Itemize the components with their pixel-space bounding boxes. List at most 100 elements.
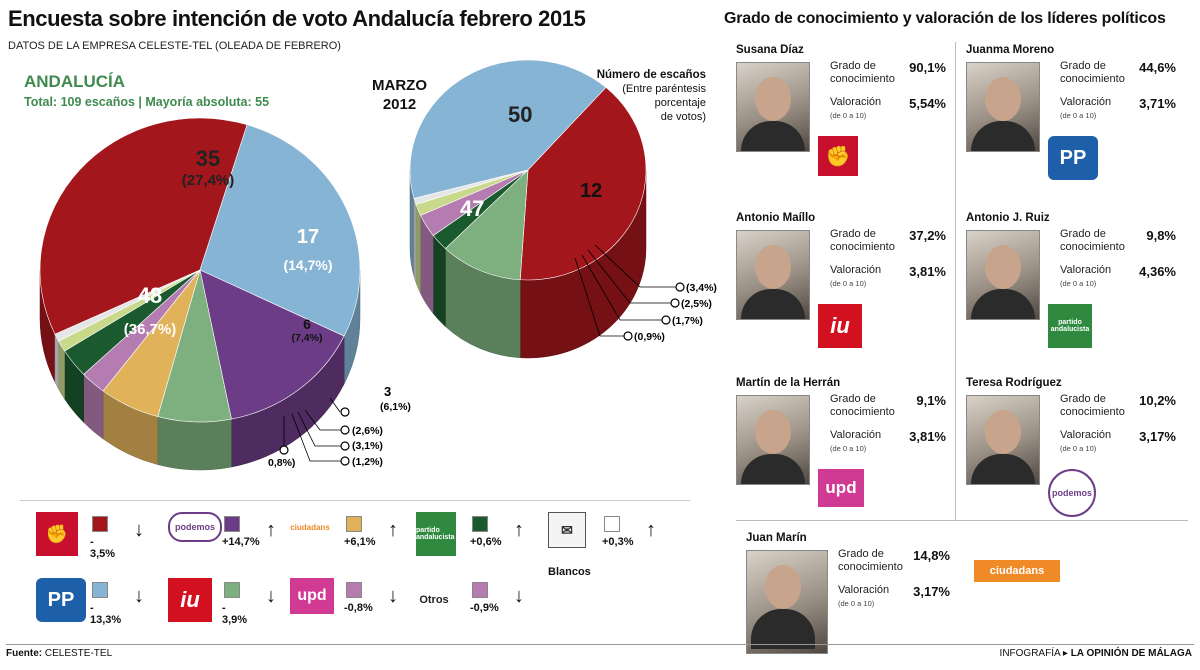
rating-label: Valoración (de 0 a 10) bbox=[1060, 96, 1112, 120]
pp-logo: PP bbox=[36, 578, 86, 622]
pie-side-otros bbox=[415, 204, 421, 294]
upyd-logo: upd bbox=[290, 578, 334, 614]
legend-arrow-icon: ↑ bbox=[266, 519, 276, 541]
legend-change: - 13,3% bbox=[90, 602, 122, 626]
leader-card: Teresa Rodríguez Grado de conocimiento 10… bbox=[966, 377, 1176, 517]
pie-label-psoe-2015: 48 (36,7%) bbox=[123, 283, 177, 338]
leaders-title: Grado de conocimiento y valoración de lo… bbox=[724, 10, 1166, 27]
pie-slice-psoe bbox=[519, 87, 647, 281]
callout-line bbox=[594, 244, 676, 288]
knowledge-value: 14,8% bbox=[913, 548, 950, 563]
pie-callout-label: (2,5%) bbox=[681, 298, 712, 310]
leader-card: Antonio J. Ruiz Grado de conocimiento 9,8… bbox=[966, 212, 1176, 348]
blancos-label: Blancos bbox=[548, 566, 591, 578]
totals-label: Total: 109 escaños | Mayoría absoluta: 5… bbox=[24, 95, 270, 109]
pie-side-iu bbox=[157, 416, 232, 471]
pie-label-iu-2012: 12 bbox=[580, 180, 603, 202]
pie-label-psoe-2012: 47 bbox=[460, 196, 485, 221]
callout-line bbox=[304, 409, 341, 431]
leader-photo bbox=[966, 62, 1040, 152]
pie-callout-label: (6,1%) bbox=[380, 401, 411, 413]
pie-label-iu-2015: 6 (7,4%) bbox=[291, 316, 323, 344]
pie-slice-pp bbox=[199, 124, 361, 337]
rating-value: 4,36% bbox=[1139, 264, 1176, 279]
knowledge-label: Grado de conocimiento bbox=[838, 548, 903, 573]
rating-label: Valoración (de 0 a 10) bbox=[830, 429, 882, 453]
legend-change: - 3,9% bbox=[222, 602, 248, 626]
legend-swatch bbox=[346, 582, 362, 598]
callout-dot bbox=[675, 282, 685, 292]
knowledge-value: 9,1% bbox=[916, 393, 946, 408]
rating-label: Valoración (de 0 a 10) bbox=[1060, 429, 1112, 453]
pie-callout-label: (2,6%) bbox=[352, 425, 383, 437]
knowledge-value: 10,2% bbox=[1139, 393, 1176, 408]
marzo-2012-label: MARZO 2012 bbox=[372, 77, 427, 113]
rating-value: 3,81% bbox=[909, 264, 946, 279]
legend-change: +0,3% bbox=[602, 536, 634, 548]
pp-logo: PP bbox=[1048, 136, 1098, 180]
leader-photo bbox=[736, 230, 810, 320]
callout-dot bbox=[670, 298, 680, 308]
leader-photo bbox=[966, 230, 1040, 320]
leader-photo bbox=[736, 395, 810, 485]
pie-2015 bbox=[39, 117, 361, 471]
knowledge-label: Grado de conocimiento bbox=[830, 228, 895, 253]
legend-arrow-icon: ↓ bbox=[514, 585, 524, 607]
footer-source: Fuente: CELESTE-TEL bbox=[6, 648, 113, 659]
pie-2012 bbox=[409, 59, 647, 359]
callout-dot bbox=[340, 407, 350, 417]
leader-name: Antonio Maíllo bbox=[736, 212, 816, 224]
pie-callout-label: (1,2%) bbox=[352, 456, 383, 468]
footer-divider bbox=[6, 644, 1194, 645]
callout-line bbox=[297, 411, 341, 447]
rating-value: 3,17% bbox=[913, 584, 950, 599]
leader-photo bbox=[736, 62, 810, 152]
leader-name: Juan Marín bbox=[746, 532, 807, 544]
knowledge-label: Grado de conocimiento bbox=[1060, 393, 1125, 418]
psoe-logo: ✊ bbox=[818, 136, 858, 176]
iu-logo: iu bbox=[168, 578, 212, 622]
leader-name: Teresa Rodríguez bbox=[966, 377, 1062, 389]
pie-label-pp-2012: 50 bbox=[508, 102, 533, 127]
callout-dot bbox=[279, 445, 289, 455]
legend-change: +0,6% bbox=[470, 536, 502, 548]
pie-side-pa bbox=[432, 234, 446, 328]
rating-label: Valoración (de 0 a 10) bbox=[838, 584, 890, 608]
callout-line bbox=[291, 413, 341, 462]
pie-side-blancos bbox=[54, 334, 59, 391]
pie-callout-label: 0,8%) bbox=[268, 457, 295, 469]
callout-dot bbox=[661, 315, 671, 325]
callout-line bbox=[581, 254, 662, 321]
otros-label: Otros bbox=[419, 594, 449, 606]
pie-label-pp-2015: 35 (27,4%) bbox=[181, 146, 235, 189]
leader-card: Susana Díaz Grado de conocimiento 90,1% V… bbox=[736, 44, 946, 176]
pie-slice-iu bbox=[444, 169, 529, 281]
knowledge-value: 37,2% bbox=[909, 228, 946, 243]
legend-arrow-icon: ↑ bbox=[514, 519, 524, 541]
legend-arrow-icon: ↓ bbox=[134, 585, 144, 607]
blancos-icon: ✉ bbox=[548, 512, 586, 548]
pie-callouts: 3 (6,1%) (2,6%) (3,1%) (1,2%) 0,8%) (3,4… bbox=[268, 244, 717, 469]
callout-dot bbox=[340, 441, 350, 451]
leader-card: Antonio Maíllo Grado de conocimiento 37,2… bbox=[736, 212, 946, 348]
pa-logo: partido andalucista bbox=[1048, 304, 1092, 348]
column-divider bbox=[955, 42, 956, 520]
rating-label: Valoración (de 0 a 10) bbox=[830, 96, 882, 120]
leader-photo bbox=[746, 550, 828, 654]
footer-credit: INFOGRAFÍA ▸ LA OPINIÓN DE MÁLAGA bbox=[999, 648, 1192, 659]
rating-value: 3,81% bbox=[909, 429, 946, 444]
rating-value: 3,71% bbox=[1139, 96, 1176, 111]
pie-callout-label: (1,7%) bbox=[672, 315, 703, 327]
callout-line bbox=[574, 257, 624, 337]
legend-change: - 3,5% bbox=[90, 536, 116, 560]
pie-side-blancos bbox=[413, 198, 417, 283]
knowledge-value: 90,1% bbox=[909, 60, 946, 75]
leader-name: Martín de la Herrán bbox=[736, 377, 841, 389]
knowledge-label: Grado de conocimiento bbox=[1060, 228, 1125, 253]
legend-change: -0,8% bbox=[344, 602, 373, 614]
legend-arrow-icon: ↓ bbox=[266, 585, 276, 607]
ciudadanos-logo: ciudadans bbox=[974, 560, 1060, 582]
leader-card: Juanma Moreno Grado de conocimiento 44,6%… bbox=[966, 44, 1176, 180]
pie-callout-label: (0,9%) bbox=[634, 331, 665, 343]
upyd-logo: upd bbox=[818, 469, 864, 507]
